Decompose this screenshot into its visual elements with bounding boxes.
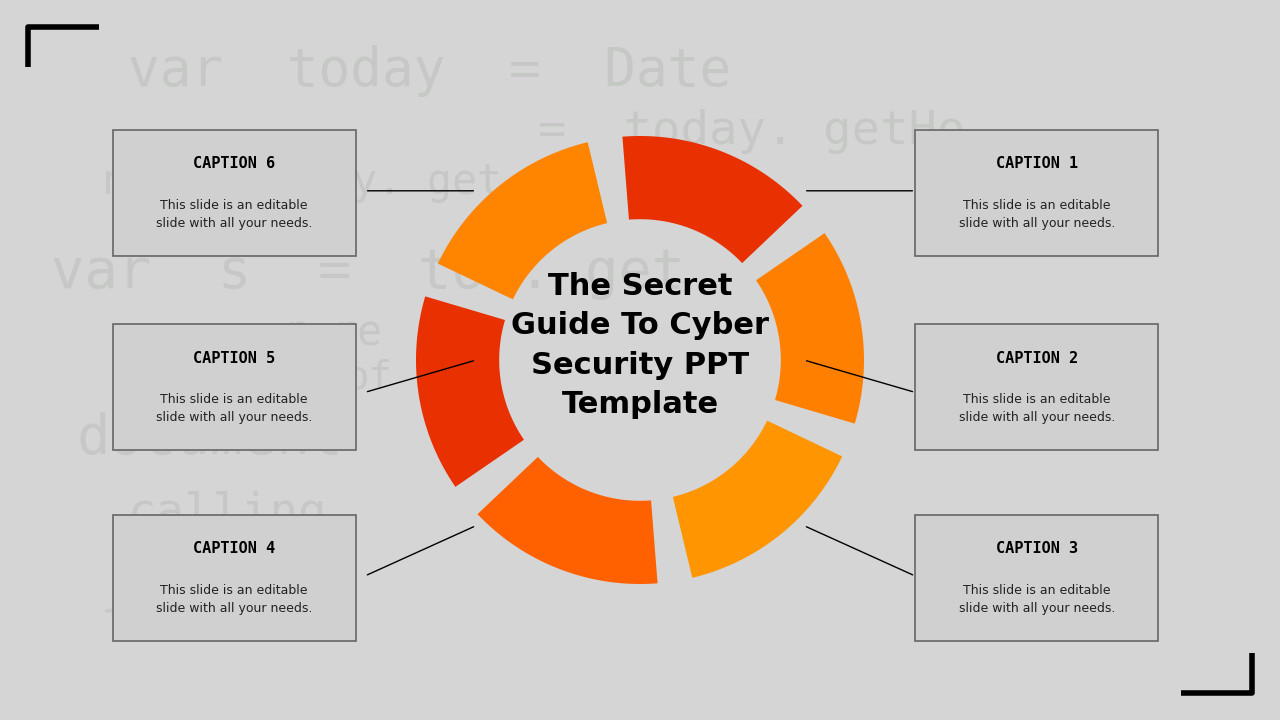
PathPatch shape: [416, 297, 524, 487]
Text: This slide is an editable
slide with all your needs.: This slide is an editable slide with all…: [959, 584, 1115, 615]
Text: This slide is an editable
slide with all your needs.: This slide is an editable slide with all…: [156, 199, 312, 230]
Text: CAPTION 4: CAPTION 4: [193, 541, 275, 557]
Text: This slide is an editable
slide with all your needs.: This slide is an editable slide with all…: [156, 584, 312, 615]
Text: This slide is an editable
slide with all your needs.: This slide is an editable slide with all…: [959, 393, 1115, 424]
Text: calling: calling: [128, 490, 328, 536]
Text: This slide is an editable
slide with all your needs.: This slide is an editable slide with all…: [959, 199, 1115, 230]
Text: var  s  =  tod. get: var s = tod. get: [51, 246, 685, 300]
FancyBboxPatch shape: [113, 324, 356, 450]
Text: CAPTION 6: CAPTION 6: [193, 156, 275, 171]
PathPatch shape: [673, 420, 842, 578]
Text: This slide is an editable
slide with all your needs.: This slide is an editable slide with all…: [156, 393, 312, 424]
Text: r re: r re: [282, 312, 381, 354]
PathPatch shape: [477, 457, 658, 584]
Text: =  today. getHo: = today. getHo: [538, 109, 965, 154]
Text: var  today  =  Date: var today = Date: [128, 45, 731, 97]
PathPatch shape: [756, 233, 864, 423]
Text: n  =  today. get: n = today. get: [102, 161, 502, 203]
FancyBboxPatch shape: [113, 130, 356, 256]
Text: CAPTION 5: CAPTION 5: [193, 351, 275, 366]
Text: document: document: [77, 412, 344, 466]
Text: of: of: [346, 359, 393, 397]
Text: the: the: [102, 598, 188, 644]
FancyBboxPatch shape: [915, 324, 1158, 450]
Text: CAPTION 3: CAPTION 3: [996, 541, 1078, 557]
PathPatch shape: [438, 142, 607, 300]
PathPatch shape: [622, 136, 803, 263]
FancyBboxPatch shape: [915, 515, 1158, 641]
FancyBboxPatch shape: [113, 515, 356, 641]
Text: CAPTION 2: CAPTION 2: [996, 351, 1078, 366]
Text: The Secret
Guide To Cyber
Security PPT
Template: The Secret Guide To Cyber Security PPT T…: [511, 272, 769, 419]
FancyBboxPatch shape: [915, 130, 1158, 256]
Text: CAPTION 1: CAPTION 1: [996, 156, 1078, 171]
